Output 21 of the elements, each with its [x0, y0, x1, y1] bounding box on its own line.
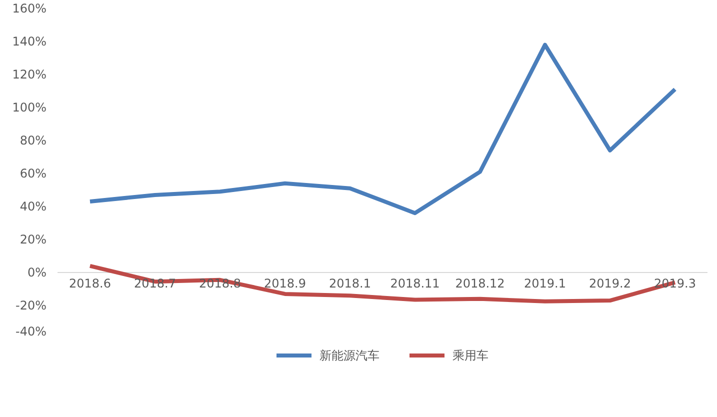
y-tick-label: 60% [20, 166, 46, 180]
y-tick-label: 140% [12, 34, 47, 48]
legend-label: 新能源汽车 [320, 348, 380, 362]
x-tick-label: 2019.2 [589, 276, 632, 290]
y-tick-label: 20% [20, 232, 46, 246]
y-tick-label: 40% [20, 200, 46, 214]
legend-label: 乘用车 [452, 348, 488, 362]
x-tick-label: 2018.12 [455, 276, 505, 290]
x-tick-label: 2018.1 [329, 276, 372, 290]
y-tick-label: 100% [12, 100, 47, 114]
y-tick-label: 80% [20, 134, 46, 148]
y-tick-label: -40% [16, 324, 47, 338]
x-tick-label: 2019.1 [524, 276, 566, 290]
y-tick-label: 120% [12, 68, 47, 82]
y-tick-label: -20% [16, 298, 47, 312]
y-tick-label: 160% [12, 2, 47, 16]
line-series [88, 42, 677, 216]
x-tick-label: 2018.11 [390, 276, 440, 290]
x-tick-label: 2018.9 [264, 276, 306, 290]
x-tick-label: 2018.6 [69, 276, 112, 290]
y-tick-label: 0% [27, 266, 47, 280]
